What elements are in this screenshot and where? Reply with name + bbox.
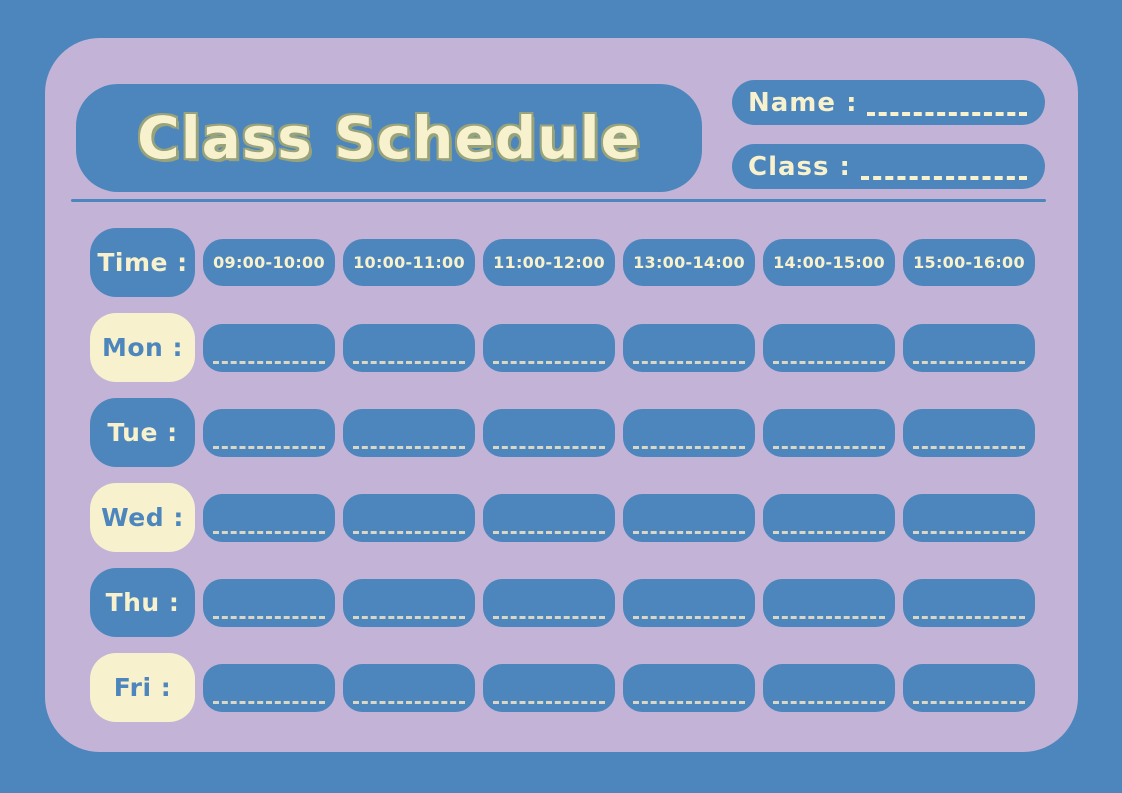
write-line bbox=[493, 445, 605, 449]
schedule-cell[interactable] bbox=[763, 578, 895, 627]
schedule-cell[interactable] bbox=[343, 323, 475, 372]
write-line bbox=[353, 530, 465, 534]
write-line bbox=[213, 445, 325, 449]
write-line bbox=[633, 615, 745, 619]
schedule-cell[interactable] bbox=[483, 323, 615, 372]
schedule-cell[interactable] bbox=[203, 408, 335, 457]
write-line bbox=[913, 615, 1025, 619]
schedule-cell[interactable] bbox=[623, 408, 755, 457]
schedule-cell[interactable] bbox=[763, 493, 895, 542]
write-line bbox=[353, 615, 465, 619]
write-line bbox=[213, 530, 325, 534]
schedule-cell[interactable] bbox=[483, 663, 615, 712]
schedule-cell[interactable] bbox=[343, 578, 475, 627]
schedule-cell[interactable] bbox=[343, 408, 475, 457]
schedule-cell[interactable] bbox=[483, 578, 615, 627]
write-line bbox=[633, 360, 745, 364]
write-line bbox=[353, 445, 465, 449]
schedule-cell[interactable] bbox=[763, 408, 895, 457]
schedule-cell[interactable] bbox=[483, 408, 615, 457]
schedule-cell[interactable] bbox=[903, 663, 1035, 712]
schedule-cell[interactable] bbox=[763, 663, 895, 712]
title-banner: Class Schedule bbox=[76, 84, 702, 192]
write-line bbox=[213, 700, 325, 704]
write-line bbox=[913, 445, 1025, 449]
write-line bbox=[213, 615, 325, 619]
schedule-cell[interactable] bbox=[903, 578, 1035, 627]
schedule-cell[interactable] bbox=[343, 663, 475, 712]
write-line bbox=[773, 360, 885, 364]
write-line bbox=[633, 445, 745, 449]
schedule-cell[interactable] bbox=[203, 493, 335, 542]
write-line bbox=[773, 530, 885, 534]
class-input-line[interactable] bbox=[860, 176, 1027, 180]
time-slot-header: 13:00-14:00 bbox=[623, 239, 755, 286]
name-field-label: Name : bbox=[748, 87, 858, 118]
write-line bbox=[773, 700, 885, 704]
day-label-wed: Wed : bbox=[90, 483, 195, 552]
time-slot-header: 11:00-12:00 bbox=[483, 239, 615, 286]
schedule-cell[interactable] bbox=[623, 493, 755, 542]
write-line bbox=[913, 530, 1025, 534]
time-slot-header: 15:00-16:00 bbox=[903, 239, 1035, 286]
write-line bbox=[633, 700, 745, 704]
class-field-box: Class : bbox=[732, 144, 1045, 189]
name-input-line[interactable] bbox=[867, 112, 1027, 116]
write-line bbox=[773, 445, 885, 449]
schedule-cell[interactable] bbox=[623, 663, 755, 712]
write-line bbox=[493, 700, 605, 704]
schedule-cell[interactable] bbox=[203, 323, 335, 372]
write-line bbox=[913, 360, 1025, 364]
class-field-label: Class : bbox=[748, 151, 851, 182]
write-line bbox=[493, 360, 605, 364]
schedule-cell[interactable] bbox=[903, 408, 1035, 457]
day-label-tue: Tue : bbox=[90, 398, 195, 467]
day-label-mon: Mon : bbox=[90, 313, 195, 382]
header-divider bbox=[71, 199, 1046, 202]
time-slot-header: 10:00-11:00 bbox=[343, 239, 475, 286]
schedule-cell[interactable] bbox=[903, 493, 1035, 542]
schedule-cell[interactable] bbox=[203, 578, 335, 627]
time-header-label: Time : bbox=[90, 228, 195, 297]
write-line bbox=[493, 615, 605, 619]
write-line bbox=[633, 530, 745, 534]
page-title: Class Schedule bbox=[137, 104, 641, 172]
time-slot-header: 09:00-10:00 bbox=[203, 239, 335, 286]
write-line bbox=[913, 700, 1025, 704]
day-label-thu: Thu : bbox=[90, 568, 195, 637]
schedule-cell[interactable] bbox=[623, 578, 755, 627]
schedule-cell[interactable] bbox=[343, 493, 475, 542]
write-line bbox=[213, 360, 325, 364]
schedule-cell[interactable] bbox=[763, 323, 895, 372]
write-line bbox=[773, 615, 885, 619]
time-slot-header: 14:00-15:00 bbox=[763, 239, 895, 286]
schedule-cell[interactable] bbox=[623, 323, 755, 372]
day-label-fri: Fri : bbox=[90, 653, 195, 722]
schedule-grid: Time : 09:00-10:00 10:00-11:00 11:00-12:00… bbox=[90, 228, 1035, 722]
write-line bbox=[353, 360, 465, 364]
schedule-cell[interactable] bbox=[483, 493, 615, 542]
schedule-cell[interactable] bbox=[903, 323, 1035, 372]
write-line bbox=[353, 700, 465, 704]
schedule-card: Class Schedule Name : Class : Time : 09:… bbox=[45, 38, 1078, 752]
schedule-cell[interactable] bbox=[203, 663, 335, 712]
name-field-box: Name : bbox=[732, 80, 1045, 125]
write-line bbox=[493, 530, 605, 534]
